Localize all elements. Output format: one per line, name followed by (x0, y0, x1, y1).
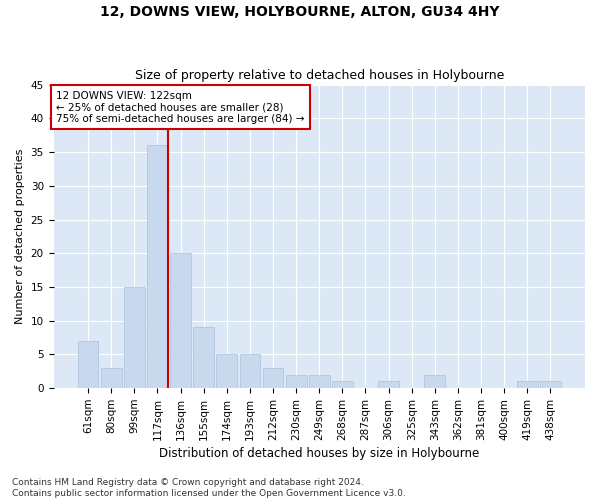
Bar (540, 382, 561, 388)
Bar (286, 374, 307, 388)
Bar (124, 287, 145, 388)
Bar (517, 382, 538, 388)
Text: 12, DOWNS VIEW, HOLYBOURNE, ALTON, GU34 4HY: 12, DOWNS VIEW, HOLYBOURNE, ALTON, GU34 … (100, 5, 500, 19)
Title: Size of property relative to detached houses in Holybourne: Size of property relative to detached ho… (134, 69, 504, 82)
X-axis label: Distribution of detached houses by size in Holybourne: Distribution of detached houses by size … (159, 447, 479, 460)
Bar (147, 146, 168, 388)
Bar (193, 328, 214, 388)
Bar (77, 341, 98, 388)
Bar (217, 354, 237, 388)
Bar (332, 382, 353, 388)
Bar (101, 368, 122, 388)
Bar (424, 374, 445, 388)
Bar (309, 374, 329, 388)
Y-axis label: Number of detached properties: Number of detached properties (15, 148, 25, 324)
Text: 12 DOWNS VIEW: 122sqm
← 25% of detached houses are smaller (28)
75% of semi-deta: 12 DOWNS VIEW: 122sqm ← 25% of detached … (56, 90, 305, 124)
Text: Contains HM Land Registry data © Crown copyright and database right 2024.
Contai: Contains HM Land Registry data © Crown c… (12, 478, 406, 498)
Bar (378, 382, 399, 388)
Bar (263, 368, 283, 388)
Bar (239, 354, 260, 388)
Bar (170, 254, 191, 388)
